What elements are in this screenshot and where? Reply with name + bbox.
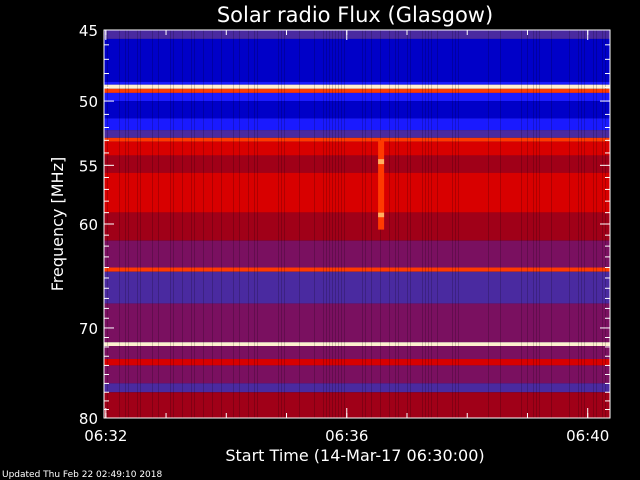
frequency-band [104,81,610,85]
frequency-band [104,155,610,173]
frequency-band [104,172,610,213]
frequency-band [104,130,610,138]
frequency-band [104,240,610,268]
burst-mark [378,212,385,218]
frequency-band [104,118,610,131]
burst-mark [378,140,385,230]
time-texture [107,30,606,418]
frequency-band [104,137,610,142]
frequency-band [104,359,610,366]
frequency-band [104,88,610,93]
x-tick-label: 06:36 [325,427,368,445]
frequency-band [104,101,610,119]
frequency-band [104,303,610,343]
frequency-band [104,342,610,347]
frequency-band [104,92,610,102]
plot-area [103,29,611,419]
frequency-band [104,365,610,384]
y-tick-label: 80 [79,410,98,428]
frequency-band [104,84,610,89]
frequency-band [104,271,610,304]
y-tick-label: 55 [79,157,98,175]
frequency-band [104,346,610,360]
y-tick-label: 50 [79,93,98,111]
frequency-band [104,267,610,272]
x-tick-label: 06:40 [566,427,609,445]
frequency-band [104,383,610,393]
burst-mark [378,159,385,165]
x-tick-label: 06:32 [84,427,127,445]
frequency-band [104,141,610,156]
y-tick-label: 70 [79,320,98,338]
frequency-band [104,30,610,39]
y-axis: 45 50 55 60 70 80 [79,22,610,428]
frequency-band [104,38,610,82]
frequency-band [104,392,610,418]
y-tick-label: 45 [79,22,98,40]
y-axis-label: Frequency [MHz] [48,157,67,291]
y-tick-label: 60 [79,216,98,234]
chart-title: Solar radio Flux (Glasgow) [217,3,493,27]
x-axis-label: Start Time (14-Mar-17 06:30:00) [225,446,484,465]
updated-timestamp: Updated Thu Feb 22 02:49:10 2018 [2,470,163,480]
frequency-band [104,212,610,241]
